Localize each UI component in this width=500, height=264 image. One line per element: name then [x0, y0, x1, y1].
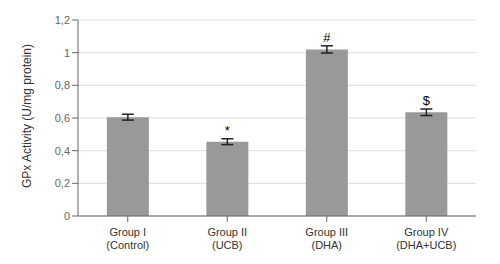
- svg-text:0,6: 0,6: [55, 112, 70, 124]
- svg-text:Group II(UCB): Group II(UCB): [207, 226, 247, 251]
- svg-text:1,2: 1,2: [55, 14, 70, 26]
- svg-text:GPx Activity (U/mg protein): GPx Activity (U/mg protein): [20, 44, 34, 188]
- svg-text:0,8: 0,8: [55, 79, 70, 91]
- svg-text:Group III(DHA): Group III(DHA): [305, 226, 348, 251]
- svg-text:Group IV(DHA+UCB): Group IV(DHA+UCB): [396, 226, 456, 251]
- svg-text:1: 1: [64, 47, 70, 59]
- svg-text:*: *: [225, 123, 230, 138]
- svg-text:0,4: 0,4: [55, 145, 70, 157]
- svg-text:#: #: [323, 30, 331, 45]
- svg-text:0,2: 0,2: [55, 177, 70, 189]
- svg-text:Group I(Control): Group I(Control): [106, 226, 149, 251]
- svg-text:0: 0: [64, 210, 70, 222]
- svg-text:$: $: [423, 93, 431, 108]
